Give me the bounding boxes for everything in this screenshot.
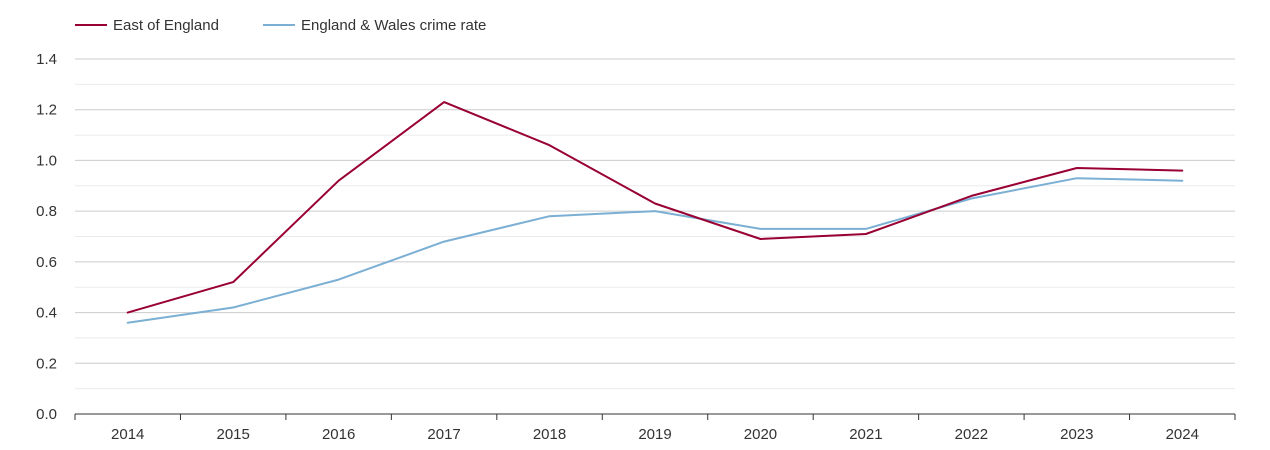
series-line-1: [126, 177, 1184, 324]
legend-item-1: England & Wales crime rate: [263, 17, 486, 34]
x-tick-label: 2021: [849, 426, 882, 443]
legend-item-0: East of England: [75, 17, 219, 34]
series-lines: [126, 101, 1184, 324]
x-tick-label: 2023: [1060, 426, 1093, 443]
y-tick-label: 1.2: [36, 102, 57, 119]
x-tick-label: 2024: [1166, 426, 1199, 443]
y-tick-label: 1.0: [36, 152, 57, 169]
x-tick-label: 2020: [744, 426, 777, 443]
legend-label: East of England: [113, 17, 219, 34]
x-tick-label: 2016: [322, 426, 355, 443]
y-tick-label: 0.8: [36, 203, 57, 220]
x-tick-label: 2018: [533, 426, 566, 443]
series-line-0: [126, 101, 1184, 314]
legend: East of England England & Wales crime rat…: [75, 17, 486, 34]
y-tick-label: 1.4: [36, 51, 57, 68]
y-tick-label: 0.4: [36, 305, 57, 322]
axes: 0.0 0.2 0.4 0.6 0.8 1.0 1.2 1.4 2014 2015 2016 2017…: [36, 51, 1236, 443]
y-tick-label: 0.2: [36, 355, 57, 372]
y-tick-label: 0.6: [36, 254, 57, 271]
x-tick-label: 2022: [955, 426, 988, 443]
grid-lines: [75, 58, 1235, 390]
x-tick-label: 2014: [111, 426, 144, 443]
x-tick-label: 2017: [427, 426, 460, 443]
x-tick-label: 2019: [638, 426, 671, 443]
x-tick-label: 2015: [216, 426, 249, 443]
y-tick-label: 0.0: [36, 406, 57, 423]
legend-label: England & Wales crime rate: [301, 17, 486, 34]
